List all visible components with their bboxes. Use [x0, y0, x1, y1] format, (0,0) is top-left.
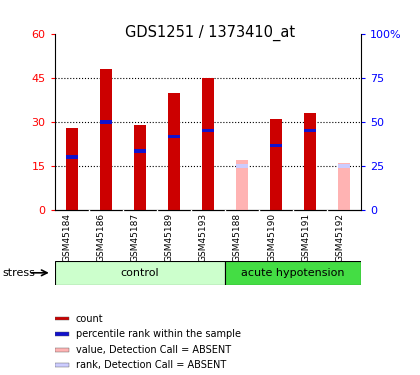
Bar — [134, 150, 146, 153]
Bar — [168, 93, 180, 210]
Text: count: count — [76, 314, 103, 324]
Bar — [270, 119, 282, 210]
Bar — [338, 164, 350, 168]
Text: GSM45191: GSM45191 — [301, 213, 310, 262]
Text: GDS1251 / 1373410_at: GDS1251 / 1373410_at — [125, 24, 295, 40]
Text: GSM45192: GSM45192 — [335, 213, 344, 261]
Bar — [66, 128, 78, 210]
Bar — [66, 155, 78, 159]
Bar — [202, 129, 214, 132]
Bar — [236, 160, 248, 210]
Bar — [304, 129, 316, 132]
Text: GSM45184: GSM45184 — [63, 213, 72, 261]
Bar — [55, 317, 68, 321]
Bar — [304, 113, 316, 210]
Bar — [338, 163, 350, 210]
Text: GSM45186: GSM45186 — [97, 213, 106, 262]
Text: GSM45193: GSM45193 — [199, 213, 208, 262]
Bar — [100, 120, 112, 124]
Bar — [55, 363, 68, 367]
Bar — [168, 135, 180, 138]
Text: stress: stress — [2, 268, 35, 278]
Text: value, Detection Call = ABSENT: value, Detection Call = ABSENT — [76, 345, 231, 355]
Text: acute hypotension: acute hypotension — [241, 268, 345, 278]
Bar — [100, 69, 112, 210]
Bar — [236, 164, 248, 168]
Bar — [55, 348, 68, 351]
Bar — [270, 144, 282, 147]
Text: control: control — [121, 268, 159, 278]
FancyBboxPatch shape — [55, 261, 225, 285]
Text: GSM45189: GSM45189 — [165, 213, 174, 262]
Text: rank, Detection Call = ABSENT: rank, Detection Call = ABSENT — [76, 360, 226, 370]
Text: GSM45190: GSM45190 — [267, 213, 276, 262]
Bar — [202, 78, 214, 210]
Text: GSM45187: GSM45187 — [131, 213, 140, 262]
Bar — [134, 125, 146, 210]
Bar — [55, 332, 68, 336]
Text: GSM45188: GSM45188 — [233, 213, 242, 262]
Text: percentile rank within the sample: percentile rank within the sample — [76, 329, 241, 339]
FancyBboxPatch shape — [225, 261, 361, 285]
